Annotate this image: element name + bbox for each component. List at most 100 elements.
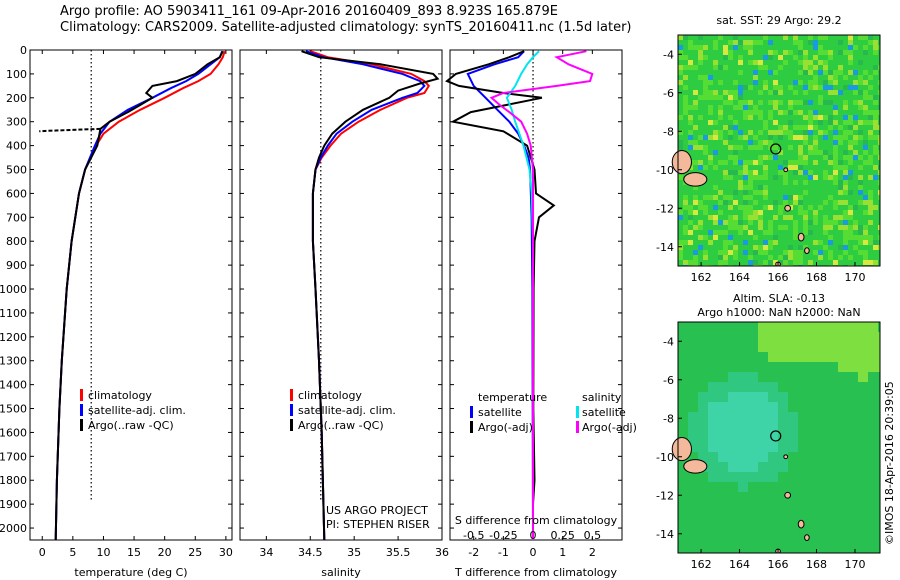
map-cell [728, 130, 733, 135]
map-cell [718, 150, 723, 155]
map-cell [873, 125, 878, 130]
map-cell [763, 80, 768, 85]
map-cell [698, 220, 703, 225]
map-cell [723, 190, 728, 195]
map-cell [833, 220, 838, 225]
map-cell [878, 195, 880, 200]
map-cell [683, 65, 688, 70]
map-cell [743, 55, 748, 60]
map-cell [733, 120, 738, 125]
map-cell [793, 40, 798, 45]
map-cell [868, 362, 878, 372]
map-cell [783, 175, 788, 180]
map-cell [843, 155, 848, 160]
map-cell [823, 180, 828, 185]
map-cell [873, 205, 878, 210]
map-cell [833, 160, 838, 165]
map-cell [743, 120, 748, 125]
map-cell [748, 190, 753, 195]
map-cell [723, 140, 728, 145]
map-cell [723, 125, 728, 130]
map-cell [793, 230, 798, 235]
map-cell [798, 35, 803, 40]
map-cell [843, 100, 848, 105]
legend-swatch [290, 389, 293, 401]
map-cell [703, 145, 708, 150]
map-cell [783, 45, 788, 50]
map-cell [713, 35, 718, 40]
legend-label: Argo(..raw -QC) [88, 419, 174, 432]
map-cell [793, 245, 798, 250]
map-cell [678, 185, 683, 190]
map-cell [768, 442, 778, 452]
map-cell [828, 392, 838, 402]
legend-label: salinity [582, 391, 622, 404]
map-cell [808, 332, 818, 342]
map-cell [878, 210, 880, 215]
map-cell [763, 160, 768, 165]
map-cell [823, 55, 828, 60]
map-cell [718, 105, 723, 110]
map-cell [788, 342, 798, 352]
map-cell [848, 392, 858, 402]
map-cell [733, 250, 738, 255]
map-cell [873, 100, 878, 105]
map-cell [808, 245, 813, 250]
map-cell [878, 422, 880, 432]
map-cell [738, 402, 748, 412]
map-cell [878, 522, 880, 532]
map-cell [868, 402, 878, 412]
map-cell [718, 332, 728, 342]
map-cell [758, 115, 763, 120]
x-tick-label-top: -0.25 [489, 529, 517, 542]
depth-tick-label: 700 [6, 211, 27, 224]
map-cell [713, 155, 718, 160]
map-cell [793, 100, 798, 105]
map-cell [838, 165, 843, 170]
map-cell [788, 432, 798, 442]
map-cell [848, 220, 853, 225]
map-cell [788, 492, 798, 502]
map-cell [863, 50, 868, 55]
map-cell [703, 185, 708, 190]
map-cell [788, 130, 793, 135]
legend-swatch [80, 389, 83, 401]
map-cell [763, 190, 768, 195]
map-cell [708, 250, 713, 255]
map-cell [868, 215, 873, 220]
map-cell [793, 90, 798, 95]
map-cell [723, 225, 728, 230]
map-cell [723, 165, 728, 170]
map-cell [703, 120, 708, 125]
map-cell [793, 80, 798, 85]
map-cell [823, 245, 828, 250]
map-cell [868, 210, 873, 215]
map-cell [753, 210, 758, 215]
map-cell [693, 90, 698, 95]
map-cell [818, 372, 828, 382]
map-cell [738, 352, 748, 362]
map-cell [708, 85, 713, 90]
map-cell [758, 542, 768, 552]
map-cell [688, 492, 698, 502]
map-cell [868, 50, 873, 55]
map-cell [868, 412, 878, 422]
map-cell [703, 190, 708, 195]
map-cell [698, 150, 703, 155]
map-cell [768, 240, 773, 245]
map-cell [798, 90, 803, 95]
map-cell [768, 155, 773, 160]
map-cell [748, 452, 758, 462]
map-cell [768, 215, 773, 220]
map-cell [688, 230, 693, 235]
map-cell [713, 200, 718, 205]
map-cell [878, 70, 880, 75]
map-cell [703, 35, 708, 40]
map-cell [773, 225, 778, 230]
map-cell [728, 180, 733, 185]
map-cell [728, 60, 733, 65]
map-cell [678, 382, 688, 392]
map-cell [758, 50, 763, 55]
map-cell [793, 165, 798, 170]
depth-tick-label: 1600 [0, 426, 27, 439]
